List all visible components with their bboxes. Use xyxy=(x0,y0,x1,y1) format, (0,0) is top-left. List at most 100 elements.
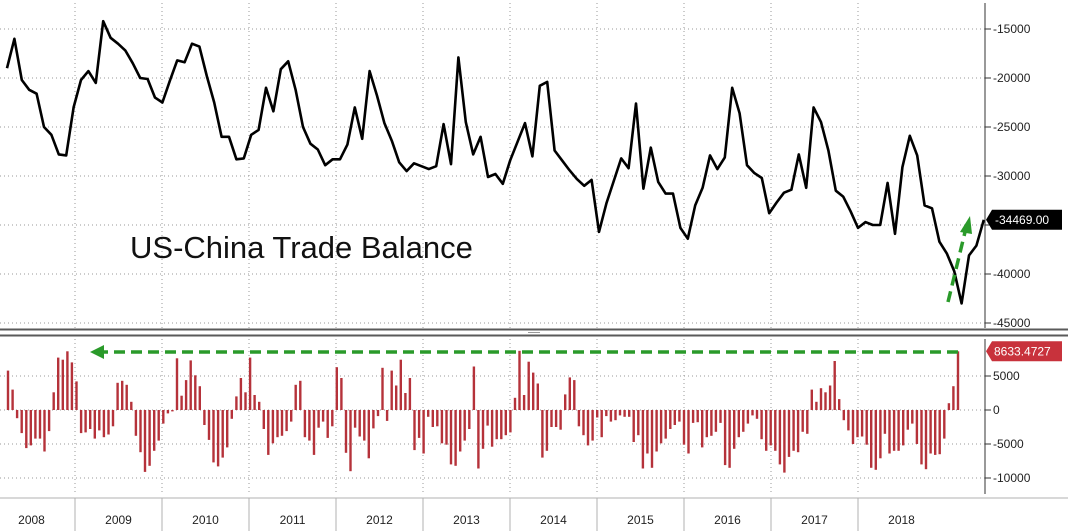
bar xyxy=(472,366,476,410)
bar xyxy=(934,410,937,455)
annotation-layer: -34469.00 8633.4727 xyxy=(90,209,1062,362)
year-label-2010: 2010 xyxy=(192,513,219,527)
bar xyxy=(559,410,562,430)
bar xyxy=(299,380,302,410)
bar xyxy=(509,410,512,433)
bar xyxy=(454,410,457,466)
bar xyxy=(742,410,745,432)
bar xyxy=(865,410,868,445)
bar xyxy=(445,410,448,445)
bar xyxy=(207,410,211,440)
bar xyxy=(463,410,466,441)
bar xyxy=(911,410,914,424)
bar xyxy=(856,410,859,438)
bar xyxy=(66,351,69,410)
last-value-tag-label: -34469.00 xyxy=(995,213,1049,227)
bar xyxy=(267,410,270,455)
bar xyxy=(52,392,55,410)
bar xyxy=(408,378,412,410)
last-value-tag xyxy=(986,209,1062,230)
bar xyxy=(212,410,215,463)
bar xyxy=(358,410,361,437)
bar xyxy=(637,410,640,436)
bar xyxy=(655,410,658,452)
bar xyxy=(153,410,156,451)
y-tick-label: 0 xyxy=(993,403,1000,417)
bar xyxy=(851,410,855,444)
bar xyxy=(353,410,357,428)
bar xyxy=(239,378,243,410)
year-label-2011: 2011 xyxy=(280,513,306,527)
bar xyxy=(363,410,366,441)
chart-title: US-China Trade Balance xyxy=(130,230,473,265)
bar xyxy=(477,410,480,469)
bar xyxy=(102,410,106,438)
bar xyxy=(11,389,14,410)
bar xyxy=(527,361,530,410)
bar xyxy=(285,410,288,432)
bar xyxy=(372,410,375,429)
bar xyxy=(673,410,676,425)
bar xyxy=(596,410,599,418)
bar xyxy=(728,410,731,468)
bar xyxy=(874,410,877,470)
bar xyxy=(89,410,92,429)
y-tick-label: -5000 xyxy=(993,437,1024,451)
bar xyxy=(783,410,786,473)
bar xyxy=(746,410,750,424)
y-tick-label: -15000 xyxy=(993,22,1031,36)
year-label-2014: 2014 xyxy=(540,513,567,527)
bar xyxy=(806,410,809,434)
bar xyxy=(915,410,919,444)
trend-arrow-up-head xyxy=(960,216,972,234)
bar xyxy=(568,377,571,410)
bar xyxy=(669,410,672,429)
bar xyxy=(765,410,768,451)
bar xyxy=(262,410,265,429)
year-label-2018: 2018 xyxy=(888,513,915,527)
bar xyxy=(710,410,713,436)
bar xyxy=(490,410,494,447)
bar xyxy=(427,410,430,417)
bar xyxy=(545,410,549,451)
bar xyxy=(431,410,434,427)
bar xyxy=(956,351,960,410)
bar xyxy=(395,385,398,410)
bar xyxy=(276,410,279,438)
bar xyxy=(116,382,119,410)
last-bar-value-tag xyxy=(986,341,1062,362)
peak-compare-arrow-head xyxy=(90,345,104,359)
bar xyxy=(148,410,151,466)
bar xyxy=(554,410,558,427)
bar xyxy=(550,410,553,427)
bar xyxy=(468,410,471,429)
bar xyxy=(518,350,521,410)
year-label-2012: 2012 xyxy=(366,513,393,527)
bar xyxy=(687,410,690,454)
bar xyxy=(194,375,197,410)
bar xyxy=(815,401,818,410)
year-label-2015: 2015 xyxy=(627,513,654,527)
bar xyxy=(870,410,873,468)
bar xyxy=(20,410,23,434)
y-tick-label: 5000 xyxy=(993,369,1020,383)
bar xyxy=(495,410,498,440)
bar xyxy=(253,395,256,410)
y-tick-label: -25000 xyxy=(993,120,1031,134)
bar xyxy=(121,380,124,410)
bar xyxy=(723,410,727,466)
bar xyxy=(733,410,736,449)
bar xyxy=(824,392,827,410)
bar xyxy=(111,410,115,427)
bar xyxy=(628,410,631,417)
bar-series-layer xyxy=(6,350,960,473)
bar xyxy=(819,388,823,410)
bar xyxy=(381,367,384,410)
bar xyxy=(906,410,909,430)
bar xyxy=(705,410,708,438)
bar xyxy=(130,401,133,410)
line-series-layer xyxy=(5,19,986,305)
bar xyxy=(769,410,772,446)
bar xyxy=(737,410,740,438)
bar xyxy=(632,410,635,442)
